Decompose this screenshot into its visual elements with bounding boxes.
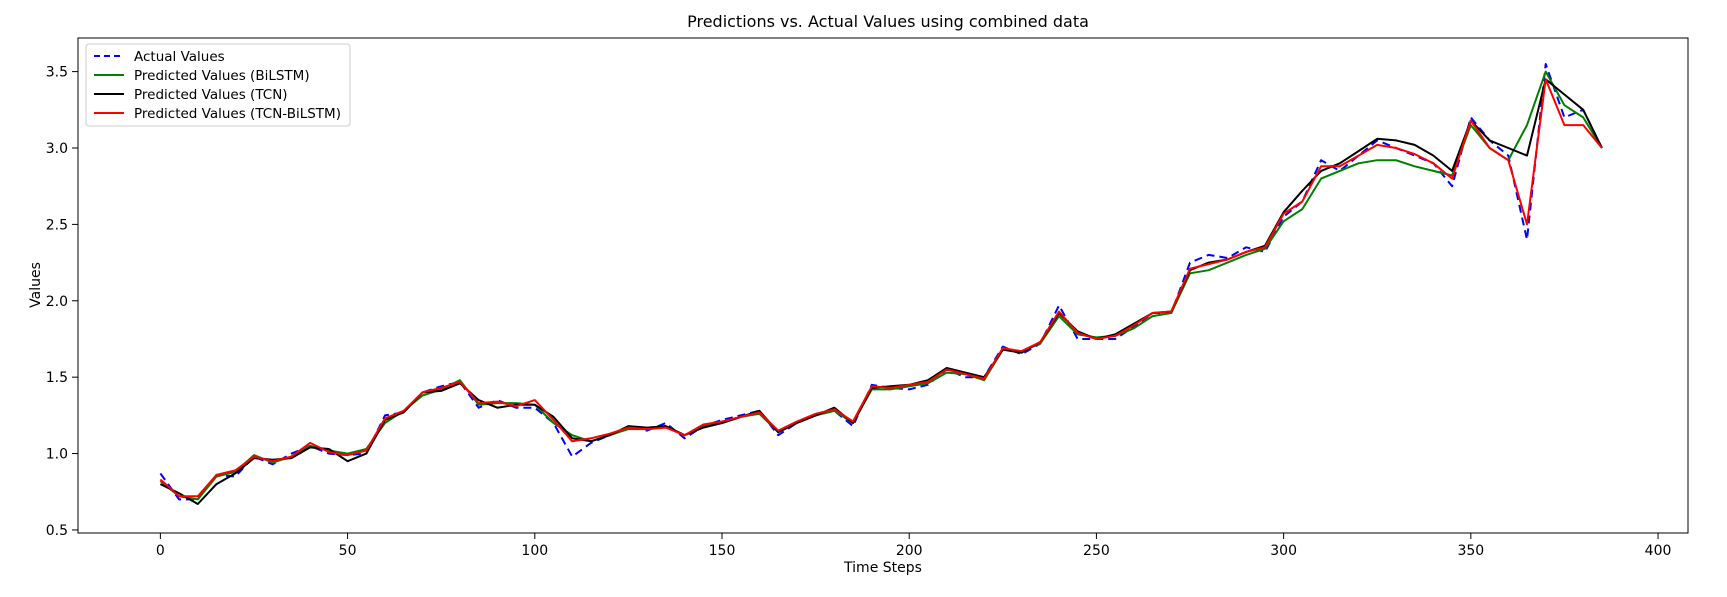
x-tick-label: 250 — [1083, 543, 1110, 559]
series-line-3 — [159, 78, 1603, 498]
x-tick-label: 300 — [1270, 543, 1297, 559]
y-tick-label: 2.5 — [46, 217, 68, 233]
plot-frame — [77, 37, 1689, 534]
x-axis-label: Time Steps — [843, 560, 922, 576]
x-tick-label: 200 — [896, 543, 923, 559]
y-tick-label: 1.5 — [46, 370, 68, 386]
legend-label: Predicted Values (TCN) — [134, 87, 288, 103]
x-tick-label: 350 — [1457, 543, 1484, 559]
legend-box — [85, 43, 351, 127]
y-tick-label: 3.5 — [46, 65, 68, 81]
y-tick-label: 0.5 — [46, 523, 68, 539]
y-tick-label: 3.0 — [46, 141, 68, 157]
series-layer — [159, 63, 1603, 505]
y-axis-label: Values — [28, 262, 44, 308]
x-tick-label: 400 — [1645, 543, 1672, 559]
x-tick-label: 0 — [156, 543, 165, 559]
legend: Actual Values Predicted Values (BiLSTM) Pr… — [85, 43, 351, 127]
legend-label: Predicted Values (TCN-BiLSTM) — [134, 106, 341, 122]
y-tick-label: 1.0 — [46, 447, 68, 463]
chart-title: Predictions vs. Actual Values using comb… — [687, 12, 1089, 31]
x-axis: 0 50 100 150 200 250 300 350 400 — [156, 533, 1672, 559]
x-tick-label: 100 — [521, 543, 548, 559]
y-axis: 0.5 1.0 1.5 2.0 2.5 3.0 3.5 — [46, 65, 78, 539]
x-tick-label: 150 — [709, 543, 736, 559]
x-tick-label: 50 — [339, 543, 357, 559]
legend-label: Predicted Values (BiLSTM) — [134, 68, 310, 84]
legend-label: Actual Values — [134, 49, 225, 65]
y-tick-label: 2.0 — [46, 294, 68, 310]
